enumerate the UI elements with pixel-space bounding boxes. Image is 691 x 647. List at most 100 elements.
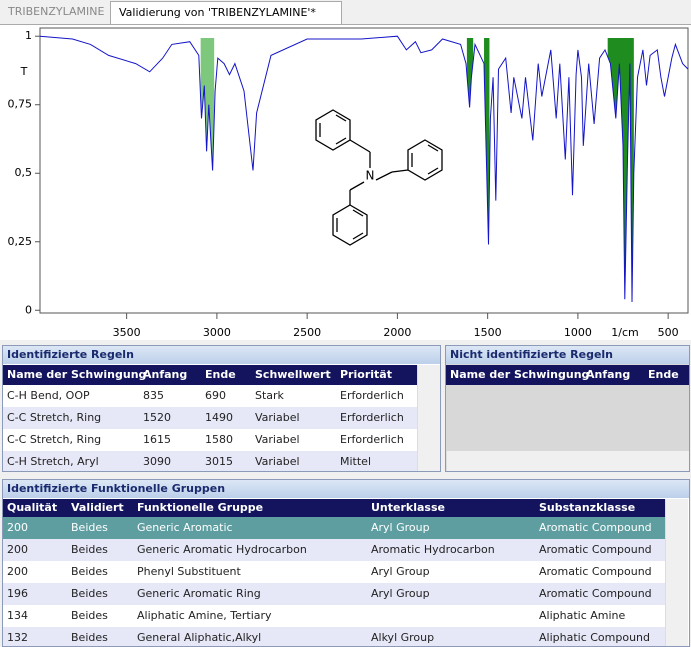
table-cell: Variabel xyxy=(255,433,300,446)
functional-groups-panel: Identifizierte Funktionelle Gruppen Quali… xyxy=(2,479,690,647)
x-tick-label: 1000 xyxy=(564,326,592,339)
x-tick-label: 2500 xyxy=(293,326,321,339)
scrollbar[interactable] xyxy=(689,365,690,471)
x-tick-label: 500 xyxy=(658,326,679,339)
table-cell: Stark xyxy=(255,389,284,402)
column-header: Validiert xyxy=(71,501,124,514)
table-cell: Aliphatic Amine, Tertiary xyxy=(137,609,272,622)
table-row xyxy=(3,583,665,605)
table-cell: Alkyl Group xyxy=(371,631,435,644)
x-axis-label: 1/cm xyxy=(611,326,638,339)
tab-bar: TRIBENZYLAMINE Validierung von 'TRIBENZY… xyxy=(0,0,691,25)
panel-title: Identifizierte Funktionelle Gruppen xyxy=(3,480,689,498)
table-cell: Beides xyxy=(71,609,108,622)
table-cell: Aromatic Compound xyxy=(539,543,652,556)
column-header: Unterklasse xyxy=(371,501,445,514)
column-header-bar xyxy=(446,365,689,385)
table-cell: Erforderlich xyxy=(340,411,404,424)
table-cell: Aromatic Hydrocarbon xyxy=(371,543,495,556)
h-scrollbar[interactable] xyxy=(446,451,689,471)
table-cell: C-C Stretch, Ring xyxy=(7,433,102,446)
table-cell: Beides xyxy=(71,543,108,556)
table-row xyxy=(3,561,665,583)
column-header: Funktionelle Gruppe xyxy=(137,501,264,514)
panel-title: Nicht identifizierte Regeln xyxy=(446,346,689,364)
table-cell: 200 xyxy=(7,521,28,534)
table-cell: Beides xyxy=(71,565,108,578)
table-cell: General Aliphatic,Alkyl xyxy=(137,631,262,644)
atom-label: N xyxy=(366,169,375,183)
table-cell: Aryl Group xyxy=(371,565,430,578)
table-cell: 196 xyxy=(7,587,28,600)
table-cell: Aryl Group xyxy=(371,587,430,600)
table-cell: Aromatic Compound xyxy=(539,587,652,600)
table-cell: Generic Aromatic xyxy=(137,521,233,534)
y-axis-label: T xyxy=(20,65,28,78)
column-header: Name der Schwingung xyxy=(7,368,147,381)
table-row xyxy=(3,407,417,429)
column-header: Anfang xyxy=(143,368,188,381)
column-header: Substanzklasse xyxy=(539,501,636,514)
table-cell: C-H Bend, OOP xyxy=(7,389,90,402)
panel-title: Identifizierte Regeln xyxy=(3,346,440,364)
scrollbar[interactable] xyxy=(417,365,440,471)
x-tick-label: 2000 xyxy=(383,326,411,339)
rule-highlight xyxy=(484,38,490,245)
spectrum-chart: 0 0,25 0,5 0,75 1 3500 3000 2500 2000 1500 1000 500… xyxy=(0,25,691,340)
table-cell: Aliphatic Amine xyxy=(539,609,626,622)
table-cell: 1520 xyxy=(143,411,171,424)
chart-bg xyxy=(0,25,691,340)
table-cell: Beides xyxy=(71,587,108,600)
table-cell: Erforderlich xyxy=(340,433,404,446)
table-cell: 835 xyxy=(143,389,164,402)
table-cell: 1490 xyxy=(205,411,233,424)
table-row xyxy=(3,517,665,539)
x-tick-label: 3000 xyxy=(203,326,231,339)
y-tick-label: 0,25 xyxy=(8,235,33,248)
table-row xyxy=(3,385,417,407)
column-header: Priorität xyxy=(340,368,392,381)
molecule xyxy=(315,109,443,246)
tab[interactable]: TRIBENZYLAMINE xyxy=(8,5,105,18)
y-tick-label: 0 xyxy=(25,303,32,316)
table-cell: Variabel xyxy=(255,455,300,468)
table-cell: Erforderlich xyxy=(340,389,404,402)
table-cell: Aliphatic Compound xyxy=(539,631,651,644)
table-cell: Aryl Group xyxy=(371,521,430,534)
scrollbar[interactable] xyxy=(665,499,688,646)
x-tick-label: 1500 xyxy=(474,326,502,339)
table-cell: 134 xyxy=(7,609,28,622)
y-tick-label: 0,75 xyxy=(8,98,33,111)
table-row xyxy=(3,429,417,451)
table-cell: Variabel xyxy=(255,411,300,424)
table-cell: C-H Stretch, Aryl xyxy=(7,455,99,468)
table-cell: Phenyl Substituent xyxy=(137,565,241,578)
column-header: Name der Schwingung xyxy=(450,368,590,381)
table-cell: Mittel xyxy=(340,455,371,468)
table-cell: 200 xyxy=(7,543,28,556)
table-cell: Generic Aromatic Hydrocarbon xyxy=(137,543,307,556)
table-cell: 132 xyxy=(7,631,28,644)
tab-active[interactable]: Validierung von 'TRIBENZYLAMINE'* xyxy=(110,1,342,24)
table-row xyxy=(3,539,665,561)
table-cell: Aromatic Compound xyxy=(539,565,652,578)
column-header-bar xyxy=(3,499,665,517)
table-row xyxy=(3,451,417,471)
column-header: Schwellwert xyxy=(255,368,331,381)
table-cell: Beides xyxy=(71,631,108,644)
table-cell: Beides xyxy=(71,521,108,534)
y-tick-label: 0,5 xyxy=(15,166,33,179)
table-cell: 3090 xyxy=(143,455,171,468)
plot-frame xyxy=(39,27,689,314)
table-row xyxy=(3,627,665,646)
table-cell: 3015 xyxy=(205,455,233,468)
table-cell: 1580 xyxy=(205,433,233,446)
unidentified-rules-panel: Nicht identifizierte Regeln Name der Schw… xyxy=(445,345,690,472)
table-cell: 690 xyxy=(205,389,226,402)
table-cell: Generic Aromatic Ring xyxy=(137,587,261,600)
identified-rules-panel: Identifizierte Regeln Name der Schwingung… xyxy=(2,345,441,472)
column-header: Ende xyxy=(648,368,679,381)
table-cell: Aromatic Compound xyxy=(539,521,652,534)
column-header: Ende xyxy=(205,368,236,381)
